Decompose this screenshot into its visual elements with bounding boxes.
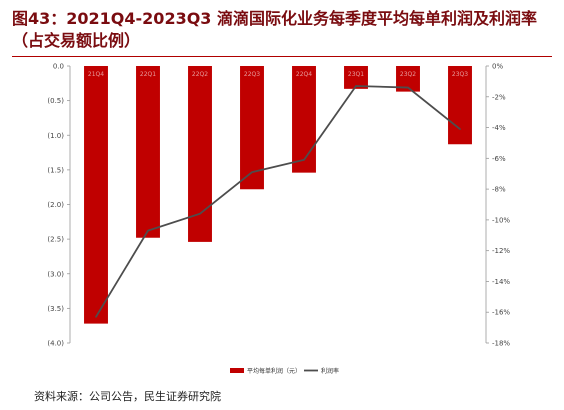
left-tick-label: 0.0 xyxy=(53,63,64,71)
line-point xyxy=(251,171,253,173)
category-label: 23Q3 xyxy=(452,71,468,78)
category-label: 22Q3 xyxy=(244,71,260,78)
category-label: 22Q1 xyxy=(140,71,156,78)
legend-bar-swatch xyxy=(230,368,244,373)
bar xyxy=(344,66,368,89)
title-divider xyxy=(12,56,552,57)
right-tick-label: -14% xyxy=(492,278,510,286)
category-label: 23Q2 xyxy=(400,71,416,78)
line-point xyxy=(355,85,357,87)
left-tick-label: (0.5) xyxy=(47,97,64,105)
bar-series: 21Q4 22Q1 22Q2 22Q3 22Q4 23Q1 23Q2 23Q3 xyxy=(84,66,472,324)
right-axis: 0% -2% -4% -6% -8% -10% -12% -14% -16% -18% xyxy=(485,63,510,348)
right-tick-label: -10% xyxy=(492,216,510,224)
line-series xyxy=(95,85,461,318)
bar xyxy=(188,66,212,242)
bar xyxy=(136,66,160,238)
left-tick-label: (1.5) xyxy=(47,166,64,174)
left-tick-label: (1.0) xyxy=(47,132,64,140)
category-label: 22Q2 xyxy=(192,71,208,78)
line-point xyxy=(407,86,409,89)
line-point xyxy=(95,316,97,318)
margin-line xyxy=(95,85,461,318)
bar xyxy=(396,66,420,92)
category-label: 21Q4 xyxy=(88,71,104,78)
left-tick-label: (2.5) xyxy=(47,236,64,244)
line-point xyxy=(459,128,461,130)
left-tick-label: (3.5) xyxy=(47,305,64,313)
line-point xyxy=(199,212,201,215)
legend-bar-label: 平均每单利润（元） xyxy=(247,367,301,375)
right-tick-label: -16% xyxy=(492,309,510,317)
line-point xyxy=(147,229,149,232)
bar xyxy=(240,66,264,190)
source-note: 资料来源：公司公告，民生证券研究院 xyxy=(34,390,221,403)
legend-line-label: 利润率 xyxy=(321,367,339,375)
right-tick-label: -18% xyxy=(492,340,510,348)
right-tick-label: -6% xyxy=(492,155,506,163)
bar xyxy=(292,66,316,173)
right-tick-label: -12% xyxy=(492,247,510,255)
category-label: 23Q1 xyxy=(348,71,364,78)
category-label: 22Q4 xyxy=(296,71,312,78)
right-tick-label: -8% xyxy=(492,186,506,194)
bar xyxy=(84,66,108,324)
right-tick-label: 0% xyxy=(492,63,503,71)
left-tick-label: (3.0) xyxy=(47,270,64,278)
left-tick-label: (4.0) xyxy=(47,340,64,348)
legend: 平均每单利润（元） 利润率 xyxy=(230,367,339,375)
left-axis: 0.0 (0.5) (1.0) (1.5) (2.0) (2.5) (3.0) (3.5) (4… xyxy=(47,63,71,348)
right-tick-label: -4% xyxy=(492,124,506,132)
left-tick-label: (2.0) xyxy=(47,201,64,209)
chart-title: 图43：2021Q4-2023Q3 滴滴国际化业务每季度平均每单利润及利润率（占… xyxy=(12,9,538,50)
right-tick-label: -2% xyxy=(492,93,506,101)
line-point xyxy=(303,159,305,161)
